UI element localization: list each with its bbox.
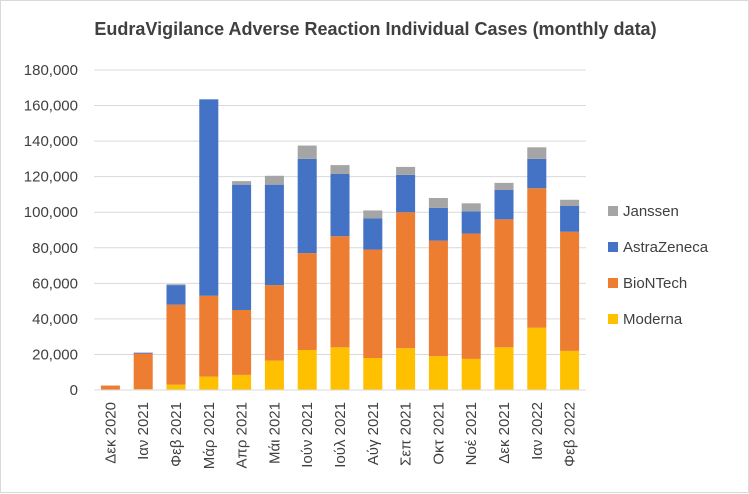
bar-janssen — [297, 145, 317, 159]
bar-moderna — [461, 358, 481, 390]
bar-moderna — [396, 348, 416, 390]
x-tick-label: Σεπ 2021 — [398, 402, 415, 466]
bar-moderna — [199, 376, 219, 390]
bar-moderna — [232, 374, 252, 390]
y-tick-label: 60,000 — [32, 275, 78, 292]
bar-janssen — [428, 198, 448, 208]
bar-janssen — [461, 203, 481, 212]
x-tick-label: Μάρ 2021 — [201, 402, 218, 469]
x-tick-label: Φεβ 2021 — [168, 402, 185, 467]
bar-biontech — [494, 219, 514, 348]
bar-janssen — [396, 166, 416, 175]
bar-astrazeneca — [527, 158, 547, 189]
legend-label-biontech: BioNTech — [623, 275, 687, 292]
bar-astrazeneca — [428, 207, 448, 241]
bar-janssen — [330, 165, 350, 174]
bar-astrazeneca — [166, 285, 186, 305]
bar-moderna — [494, 347, 514, 390]
bar-biontech — [396, 212, 416, 349]
chart-title: EudraVigilance Adverse Reaction Individu… — [94, 19, 657, 39]
bar-biontech — [133, 353, 153, 390]
x-tick-label: Δεκ 2020 — [102, 402, 119, 464]
bar-biontech — [166, 304, 186, 385]
bar-astrazeneca — [396, 174, 416, 213]
y-tick-label: 100,000 — [24, 204, 78, 221]
bar-biontech — [560, 231, 580, 351]
bar-moderna — [297, 350, 317, 390]
x-tick-label: Ιαν 2022 — [529, 402, 546, 460]
bar-moderna — [428, 356, 448, 390]
y-tick-label: 120,000 — [24, 169, 78, 186]
bar-astrazeneca — [330, 174, 350, 237]
bar-astrazeneca — [461, 211, 481, 234]
bar-moderna — [560, 350, 580, 390]
x-tick-label: Απρ 2021 — [234, 402, 251, 468]
y-tick-label: 40,000 — [32, 311, 78, 328]
y-tick-label: 160,000 — [24, 98, 78, 115]
legend-swatch-moderna — [608, 314, 618, 324]
legend-swatch-astrazeneca — [608, 242, 618, 252]
bar-moderna — [363, 358, 383, 390]
bar-janssen — [166, 284, 186, 286]
bar-biontech — [527, 188, 547, 328]
x-tick-label: Φεβ 2022 — [562, 402, 579, 467]
legend-label-janssen: Janssen — [623, 203, 679, 220]
bar-moderna — [264, 360, 284, 390]
bar-astrazeneca — [232, 184, 252, 310]
bar-biontech — [232, 310, 252, 375]
bar-moderna — [166, 384, 186, 390]
x-tick-label: Δεκ 2021 — [496, 402, 513, 464]
y-tick-label: 0 — [70, 382, 78, 399]
bar-astrazeneca — [494, 190, 514, 220]
bar-biontech — [363, 249, 383, 358]
bar-biontech — [461, 233, 481, 359]
x-tick-label: Νοέ 2021 — [463, 402, 480, 465]
bar-janssen — [527, 147, 547, 159]
bar-astrazeneca — [264, 184, 284, 286]
bar-biontech — [428, 240, 448, 357]
y-tick-label: 180,000 — [24, 62, 78, 79]
bar-astrazeneca — [199, 99, 219, 296]
bar-biontech — [264, 285, 284, 361]
bar-astrazeneca — [363, 218, 383, 250]
bar-astrazeneca — [133, 352, 153, 354]
bar-biontech — [330, 236, 350, 348]
bar-janssen — [363, 210, 383, 219]
bar-biontech — [100, 385, 120, 390]
x-tick-label: Αύγ 2021 — [365, 402, 382, 465]
legend-swatch-biontech — [608, 278, 618, 288]
y-tick-label: 80,000 — [32, 240, 78, 257]
legend-label-astrazeneca: AstraZeneca — [623, 239, 709, 256]
bar-moderna — [330, 347, 350, 390]
y-tick-label: 20,000 — [32, 346, 78, 363]
bar-moderna — [527, 327, 547, 390]
x-tick-label: Ιαν 2021 — [135, 402, 152, 460]
y-tick-label: 140,000 — [24, 133, 78, 150]
x-tick-label: Ιούν 2021 — [299, 402, 316, 468]
x-tick-label: Μάι 2021 — [266, 402, 283, 464]
bar-astrazeneca — [297, 158, 317, 254]
bar-astrazeneca — [560, 206, 580, 232]
x-tick-label: Ιούλ 2021 — [332, 402, 349, 468]
bar-janssen — [560, 199, 580, 206]
x-tick-label: Οκτ 2021 — [430, 402, 447, 465]
legend-label-moderna: Moderna — [623, 311, 683, 328]
bar-janssen — [494, 182, 514, 190]
bar-biontech — [297, 253, 317, 350]
bar-janssen — [264, 175, 284, 185]
legend-swatch-janssen — [608, 206, 618, 216]
bar-janssen — [232, 181, 252, 185]
bar-biontech — [199, 295, 219, 377]
